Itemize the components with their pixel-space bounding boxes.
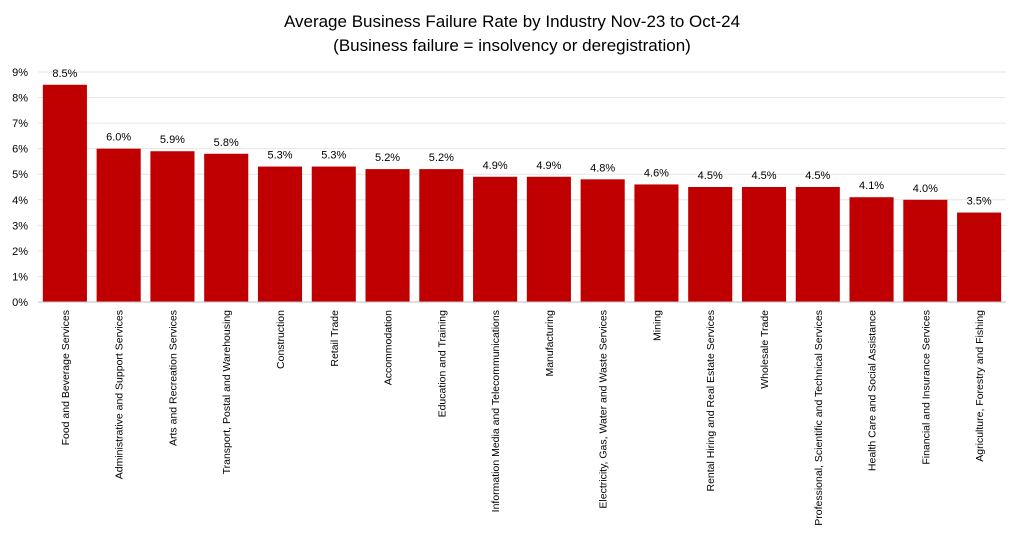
category-label: Food and Beverage Services [60, 310, 72, 445]
data-label: 5.2% [375, 152, 400, 164]
category-label: Manufacturing [544, 310, 556, 377]
category-label: Construction [275, 310, 287, 369]
bar [580, 179, 625, 302]
data-label: 5.2% [429, 152, 454, 164]
bar [365, 169, 410, 302]
bar [526, 176, 571, 302]
bar [419, 169, 464, 302]
bar [42, 84, 87, 303]
category-labels: Food and Beverage Services Administrative… [60, 310, 986, 526]
data-label: 4.0% [913, 183, 938, 195]
bar [957, 212, 1002, 302]
category-label: Professional, Scientific and Technical S… [813, 310, 825, 526]
data-label: 4.5% [805, 170, 830, 182]
y-tick-label: 8% [12, 93, 28, 105]
category-label: Transport, Postal and Warehousing [221, 310, 233, 475]
data-label: 5.9% [160, 134, 185, 146]
y-tick-label: 7% [12, 118, 28, 130]
category-label: Wholesale Trade [759, 310, 771, 389]
data-label: 4.5% [751, 170, 776, 182]
category-label: Health Care and Social Assistance [867, 310, 879, 471]
data-label: 6.0% [106, 132, 131, 144]
y-tick-label: 4% [12, 195, 28, 207]
bar [849, 197, 894, 302]
data-label: 5.3% [267, 150, 292, 162]
category-label: Retail Trade [329, 310, 341, 367]
bar [473, 176, 518, 302]
data-label: 4.1% [859, 180, 884, 192]
category-label: Mining [651, 310, 663, 341]
gridlines [38, 71, 1006, 277]
bar [634, 184, 679, 302]
data-label: 5.3% [321, 150, 346, 162]
data-label: 5.8% [214, 137, 239, 149]
y-tick-label: 5% [12, 169, 28, 181]
data-label: 4.9% [536, 160, 561, 172]
data-label: 8.5% [52, 68, 77, 80]
category-label: Rental Hiring and Real Estate Services [705, 310, 717, 492]
category-label: Education and Training [436, 310, 448, 418]
bar [903, 199, 948, 302]
bar [741, 187, 787, 302]
y-tick-label: 2% [12, 246, 28, 258]
y-tick-label: 6% [12, 144, 28, 156]
y-tick-label: 9% [12, 67, 28, 79]
chart-subtitle: (Business failure = insolvency or deregi… [333, 36, 691, 55]
y-axis-ticks: 0% 1% 2% 3% 4% 5% 6% 7% 8% 9% [12, 67, 28, 309]
data-label: 4.9% [483, 160, 508, 172]
bar [96, 148, 141, 302]
y-tick-label: 1% [12, 271, 28, 283]
data-label: 3.5% [967, 196, 992, 208]
data-label: 4.6% [644, 167, 669, 179]
data-label: 4.8% [590, 162, 615, 174]
data-labels: 8.5% 6.0% 5.9% 5.8% 5.3% 5.3% 5.2% 5.2% 4.9% 4.9%… [52, 68, 992, 208]
data-label: 4.5% [698, 170, 723, 182]
bar [150, 151, 195, 302]
bar [257, 166, 303, 302]
y-tick-label: 3% [12, 220, 28, 232]
category-label: Accommodation [383, 310, 395, 385]
category-label: Administrative and Support Services [114, 310, 126, 479]
bar [311, 166, 356, 302]
category-label: Financial and Insurance Services [920, 310, 932, 465]
category-label: Electricity, Gas, Water and Waste Servic… [598, 310, 610, 509]
category-label: Agriculture, Forestry and Fishing [974, 310, 986, 462]
bar [688, 187, 733, 302]
bar [204, 153, 249, 302]
category-label: Arts and Recreation Services [167, 310, 179, 446]
bars [42, 84, 1002, 303]
chart-title: Average Business Failure Rate by Industr… [284, 12, 740, 31]
y-tick-label: 0% [12, 297, 28, 309]
bar [795, 187, 840, 302]
category-label: Information Media and Telecommunications [490, 310, 502, 512]
